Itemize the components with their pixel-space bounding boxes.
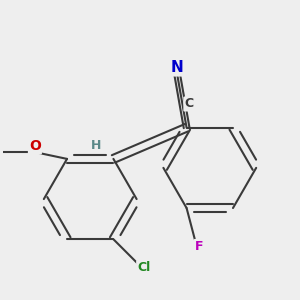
Text: N: N xyxy=(171,60,183,75)
Text: C: C xyxy=(184,98,194,110)
Text: H: H xyxy=(90,139,101,152)
Text: Cl: Cl xyxy=(137,261,150,274)
Text: O: O xyxy=(29,140,41,153)
Text: F: F xyxy=(195,240,203,253)
